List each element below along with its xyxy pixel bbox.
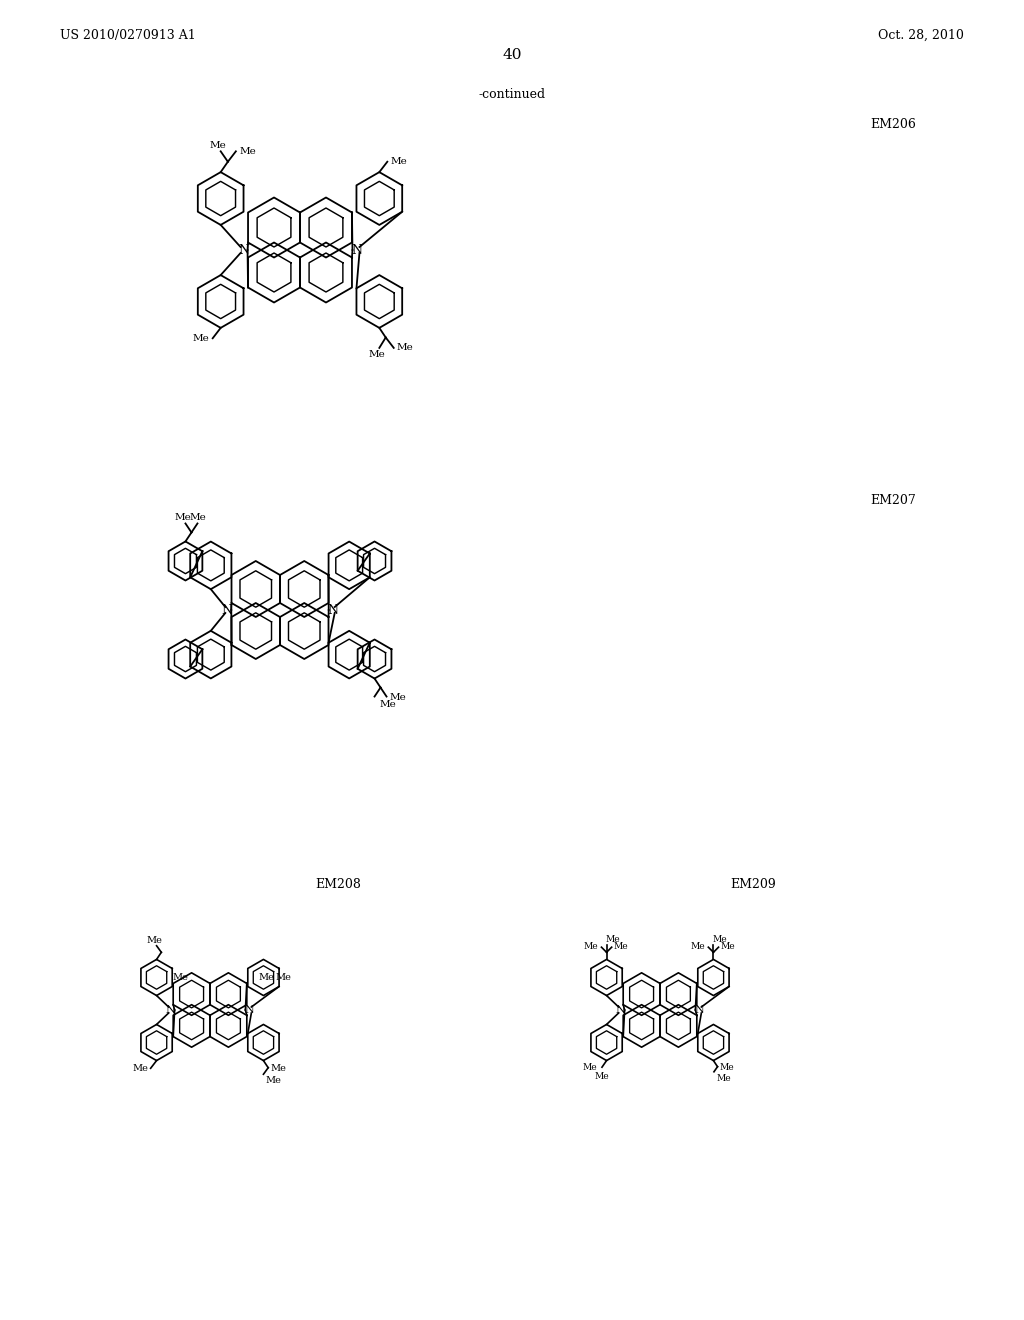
Text: Me: Me [713, 935, 727, 944]
Text: N: N [245, 1005, 254, 1015]
Text: Me: Me [379, 700, 396, 709]
Text: 40: 40 [502, 48, 522, 62]
Text: Me: Me [595, 1072, 609, 1081]
Text: Me: Me [190, 513, 207, 521]
Text: N: N [328, 603, 338, 616]
Text: EM209: EM209 [730, 879, 776, 891]
Text: US 2010/0270913 A1: US 2010/0270913 A1 [60, 29, 196, 41]
Text: -continued: -continued [478, 88, 546, 102]
Text: Me: Me [258, 973, 273, 982]
Text: Me: Me [397, 343, 414, 352]
Text: Me: Me [717, 1074, 731, 1082]
Text: Me: Me [174, 513, 190, 521]
Text: N: N [351, 243, 361, 256]
Text: Me: Me [720, 1063, 734, 1072]
Text: N: N [222, 603, 232, 616]
Text: Me: Me [173, 973, 188, 982]
Text: Me: Me [270, 1064, 287, 1073]
Text: Me: Me [583, 1063, 597, 1072]
Text: N: N [694, 1005, 705, 1015]
Text: Me: Me [584, 942, 598, 952]
Text: Me: Me [389, 693, 407, 702]
Text: Me: Me [369, 350, 385, 359]
Text: EM206: EM206 [870, 119, 915, 132]
Text: Me: Me [210, 141, 226, 149]
Text: Me: Me [193, 334, 210, 343]
Text: Me: Me [390, 157, 408, 166]
Text: Me: Me [132, 1064, 148, 1073]
Text: Me: Me [605, 935, 621, 944]
Text: Me: Me [239, 147, 256, 156]
Text: N: N [166, 1005, 175, 1015]
Text: Oct. 28, 2010: Oct. 28, 2010 [879, 29, 964, 41]
Text: Me: Me [146, 936, 163, 945]
Text: Me: Me [266, 1076, 282, 1085]
Text: N: N [238, 243, 249, 256]
Text: Me: Me [275, 973, 292, 982]
Text: Me: Me [720, 942, 734, 952]
Text: EM207: EM207 [870, 494, 915, 507]
Text: EM208: EM208 [315, 879, 360, 891]
Text: Me: Me [690, 942, 706, 952]
Text: N: N [615, 1005, 626, 1015]
Text: Me: Me [613, 942, 628, 952]
